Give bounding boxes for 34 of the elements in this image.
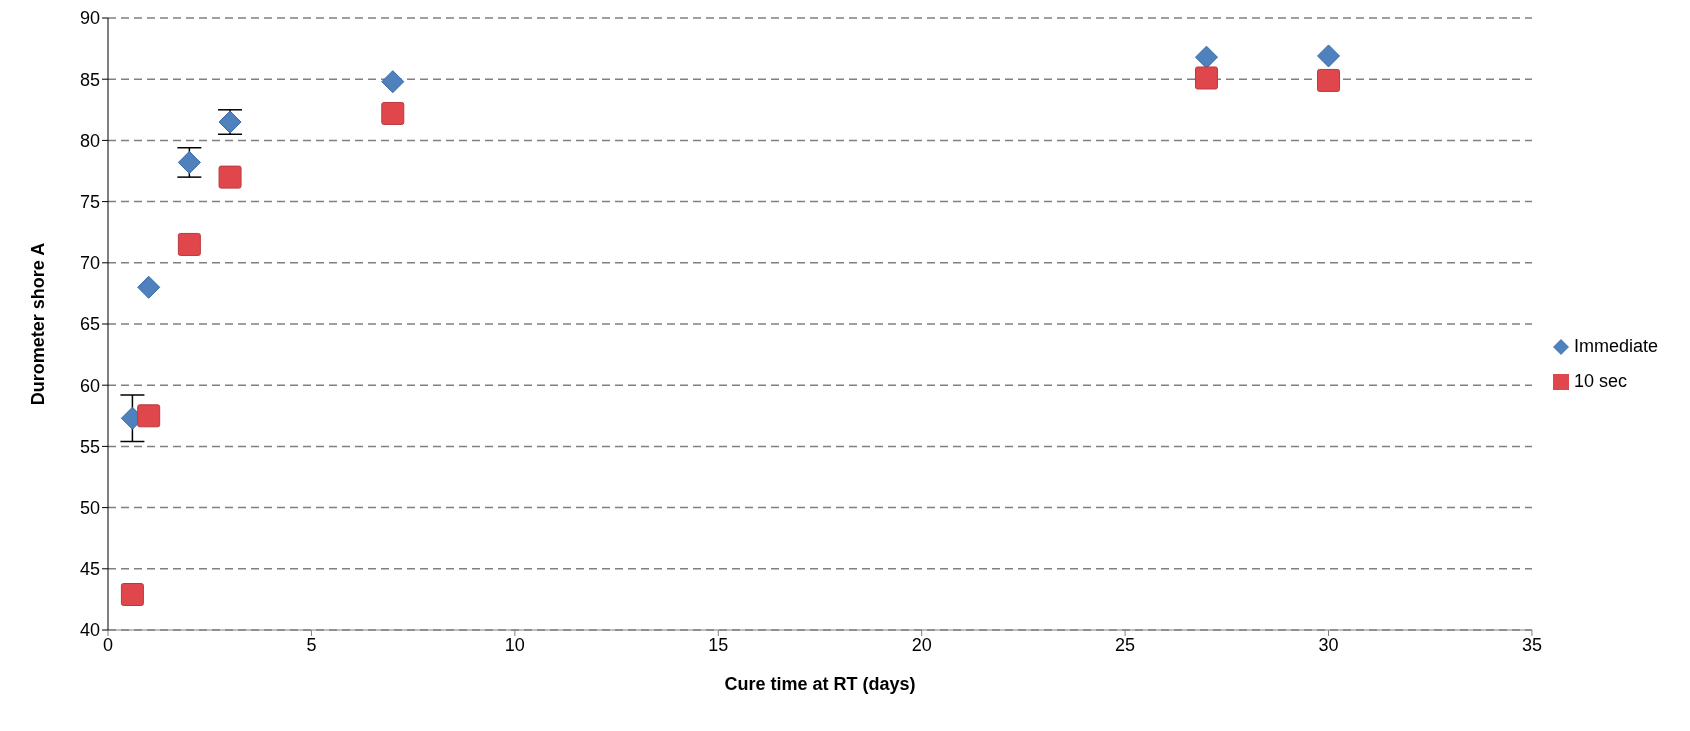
x-tick-label: 25: [1115, 634, 1136, 655]
point: [381, 101, 405, 125]
legend-label: 10 sec: [1573, 371, 1627, 392]
point: [1194, 66, 1218, 90]
point: [1317, 68, 1341, 92]
point: [137, 404, 161, 428]
y-tick-label: 65: [79, 314, 100, 335]
x-tick-label: 10: [504, 634, 525, 655]
point: [218, 165, 242, 189]
y-tick-label: 90: [79, 8, 100, 29]
point: [381, 70, 405, 94]
y-axis-title: Durometer shore A: [28, 242, 49, 406]
legend-label: Immediate: [1573, 336, 1658, 357]
point: [120, 583, 144, 606]
x-tick-label: 20: [911, 634, 932, 655]
point: [1317, 44, 1341, 68]
y-tick-label: 85: [79, 69, 100, 90]
x-tick-label: 5: [306, 634, 317, 655]
y-tick-label: 40: [79, 620, 100, 641]
y-tick-label: 55: [79, 436, 100, 457]
y-tick-label: 75: [79, 191, 100, 212]
point: [177, 232, 201, 256]
y-tick-label: 80: [79, 130, 100, 151]
x-tick-label: 35: [1521, 634, 1542, 655]
point: [137, 275, 161, 299]
x-tick-label: 0: [102, 634, 114, 655]
x-tick-label: 15: [708, 634, 729, 655]
point: [1194, 45, 1218, 69]
y-tick-label: 70: [79, 253, 100, 274]
x-tick-label: 30: [1318, 634, 1339, 655]
y-tick-label: 50: [79, 497, 100, 518]
y-tick-label: 60: [79, 375, 100, 396]
y-tick-label: 45: [79, 559, 100, 580]
x-axis-title: Cure time at RT (days): [724, 674, 916, 694]
